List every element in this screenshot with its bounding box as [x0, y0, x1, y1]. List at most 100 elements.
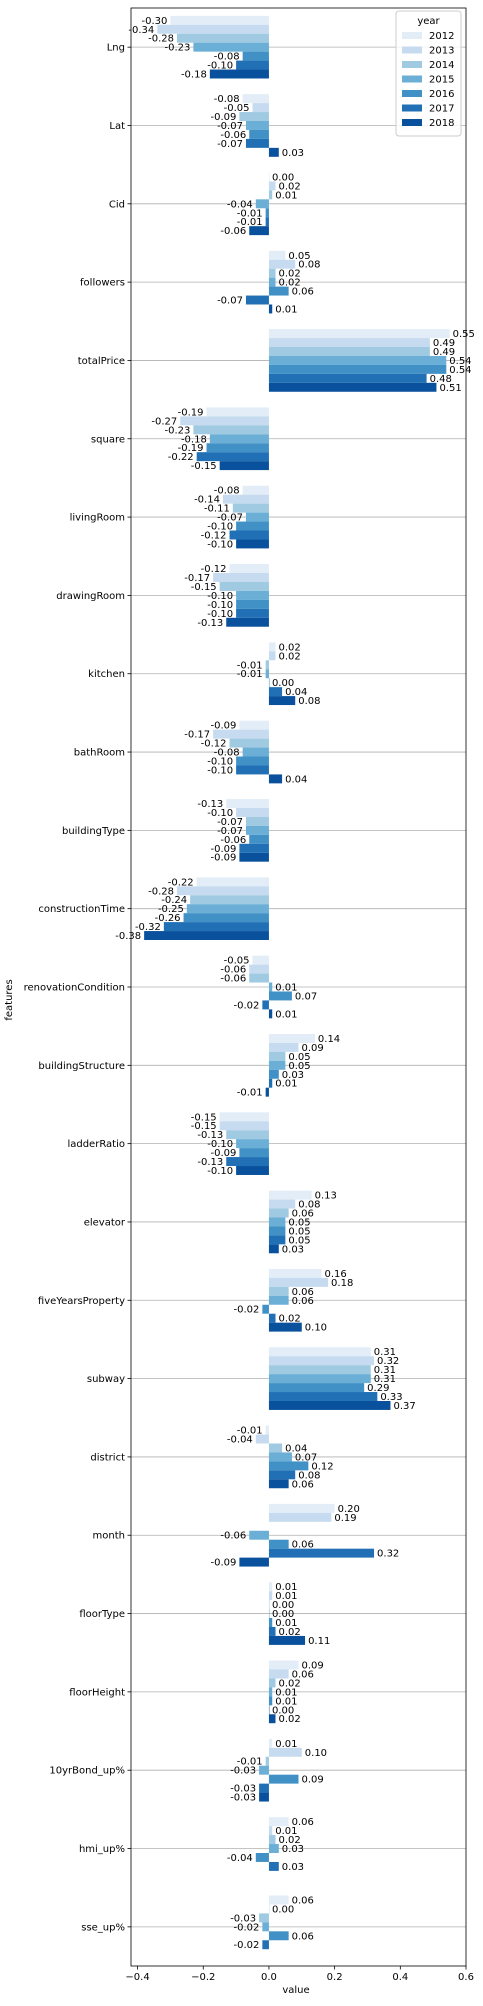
bar-kitchen-2018 — [268, 696, 296, 706]
bar-district-2015 — [268, 1452, 292, 1462]
bar-sse-up-2016 — [268, 1931, 289, 1941]
bar-floorheight-2016 — [268, 1696, 273, 1706]
bar-livingroom-2014 — [232, 503, 269, 513]
data-label-square-2015: -0.18 — [181, 434, 207, 445]
plot-frame — [130, 7, 467, 1967]
data-label-buildingtype-2015: -0.07 — [217, 826, 243, 837]
x-tick-label-5: 0.6 — [458, 1972, 474, 1983]
data-label-followers-2015: 0.02 — [279, 278, 301, 289]
bar-lng-2015 — [193, 42, 269, 52]
data-label-floortype-2013: 0.01 — [275, 1591, 297, 1602]
data-label-followers-2018: 0.01 — [275, 304, 297, 315]
bar-month-2017 — [268, 1548, 375, 1558]
bar-floorheight-2014 — [268, 1678, 276, 1688]
bar-drawingroom-2014 — [219, 581, 269, 591]
bar-10yrbond-up-2013 — [268, 1747, 302, 1757]
data-label-square-2014: -0.23 — [165, 425, 191, 436]
data-label-lat-2014: -0.09 — [211, 112, 237, 123]
data-label-totalprice-2018: 0.51 — [439, 383, 461, 394]
bar-fiveyearsproperty-2018 — [268, 1322, 302, 1332]
bar-kitchen-2016 — [268, 678, 270, 688]
data-label-month-2017: 0.32 — [377, 1549, 399, 1560]
bar-elevator-2018 — [268, 1244, 279, 1254]
data-label-square-2012: -0.19 — [178, 407, 204, 418]
bar-fiveyearsproperty-2016 — [262, 1304, 269, 1314]
bar-floorheight-2012 — [268, 1660, 299, 1670]
data-label-livingroom-2013: -0.14 — [194, 495, 220, 506]
data-label-hmi-up-2016: -0.04 — [227, 1853, 253, 1864]
data-label-bathroom-2016: -0.10 — [207, 756, 233, 767]
bar-cid-2015 — [255, 199, 269, 209]
data-label-ladderratio-2016: -0.09 — [211, 1148, 237, 1159]
data-label-buildingstructure-2014: 0.05 — [288, 1052, 310, 1063]
data-label-drawingroom-2012: -0.12 — [201, 564, 227, 575]
data-label-floortype-2017: 0.02 — [279, 1627, 301, 1638]
bar-buildingstructure-2015 — [268, 1060, 286, 1070]
legend-label-2016: 2016 — [429, 89, 454, 100]
data-label-sse-up-2017: -0.02 — [233, 1940, 259, 1951]
data-label-constructiontime-2014: -0.24 — [161, 895, 187, 906]
data-label-totalprice-2015: 0.54 — [449, 356, 471, 367]
data-label-livingroom-2016: -0.10 — [207, 522, 233, 533]
bar-floortype-2012 — [268, 1582, 273, 1592]
data-label-buildingstructure-2015: 0.05 — [288, 1061, 310, 1072]
legend-swatch-2016 — [402, 90, 422, 97]
bar-square-2012 — [206, 407, 269, 417]
bar-drawingroom-2013 — [213, 573, 269, 582]
bar-renovationcondition-2015 — [268, 982, 273, 992]
data-label-cid-2013: 0.02 — [279, 181, 301, 192]
bar-ladderratio-2015 — [236, 1139, 269, 1149]
bar-livingroom-2016 — [236, 521, 269, 531]
bar-sse-up-2014 — [259, 1913, 269, 1923]
data-label-renovationcondition-2016: 0.07 — [295, 991, 317, 1002]
data-label-livingroom-2017: -0.12 — [201, 530, 227, 541]
bar-constructiontime-2013 — [176, 886, 269, 896]
bar-square-2017 — [196, 452, 269, 462]
bar-constructiontime-2014 — [190, 895, 269, 905]
bar-bathroom-2013 — [213, 729, 269, 739]
data-label-lng-2013: -0.34 — [128, 25, 154, 36]
data-label-lng-2015: -0.23 — [165, 43, 191, 54]
bar-district-2018 — [268, 1479, 289, 1489]
data-label-fiveyearsproperty-2017: 0.02 — [279, 1314, 301, 1325]
bar-drawingroom-2017 — [236, 608, 269, 618]
bar-drawingroom-2015 — [236, 590, 269, 600]
bar-floortype-2016 — [268, 1618, 273, 1627]
bar-subway-2015 — [268, 1374, 371, 1384]
data-label-followers-2012: 0.05 — [288, 251, 310, 262]
data-label-subway-2017: 0.33 — [380, 1392, 402, 1403]
data-label-hmi-up-2014: 0.02 — [279, 1835, 301, 1846]
bar-lat-2012 — [242, 94, 269, 104]
data-label-sse-up-2013: 0.00 — [272, 1904, 294, 1915]
data-label-renovationcondition-2015: 0.01 — [275, 983, 297, 994]
legend-label-2012: 2012 — [429, 31, 454, 42]
bar-fiveyearsproperty-2017 — [268, 1313, 276, 1323]
y-axis-label: features — [4, 979, 15, 1020]
data-label-kitchen-2015: -0.01 — [237, 669, 263, 680]
bar-buildingstructure-2012 — [268, 1033, 315, 1043]
bar-hmi-up-2014 — [268, 1835, 276, 1845]
data-label-elevator-2017: 0.05 — [288, 1235, 310, 1246]
data-label-bathroom-2014: -0.12 — [201, 739, 227, 750]
data-label-floortype-2012: 0.01 — [275, 1582, 297, 1593]
bar-month-2018 — [239, 1557, 269, 1567]
data-label-lng-2014: -0.28 — [148, 34, 174, 45]
data-label-cid-2018: -0.06 — [220, 226, 246, 237]
data-label-hmi-up-2017: 0.03 — [282, 1862, 304, 1873]
bar-hmi-up-2017 — [268, 1861, 279, 1871]
data-label-elevator-2012: 0.13 — [315, 1191, 337, 1202]
bar-district-2014 — [268, 1443, 283, 1453]
data-label-district-2014: 0.04 — [285, 1443, 307, 1454]
data-label-lat-2018: 0.03 — [282, 148, 304, 159]
bar-cid-2018 — [249, 226, 269, 236]
data-label-drawingroom-2015: -0.10 — [207, 591, 233, 602]
bar-lat-2017 — [245, 138, 269, 148]
data-label-elevator-2018: 0.03 — [282, 1244, 304, 1255]
bar-subway-2012 — [268, 1347, 371, 1357]
data-label-followers-2013: 0.08 — [298, 260, 320, 271]
bar-buildingstructure-2017 — [268, 1078, 273, 1088]
data-label-constructiontime-2015: -0.25 — [158, 904, 184, 915]
bar-constructiontime-2015 — [186, 904, 269, 914]
bar-month-2016 — [268, 1539, 289, 1549]
bar-hmi-up-2012 — [268, 1817, 289, 1827]
